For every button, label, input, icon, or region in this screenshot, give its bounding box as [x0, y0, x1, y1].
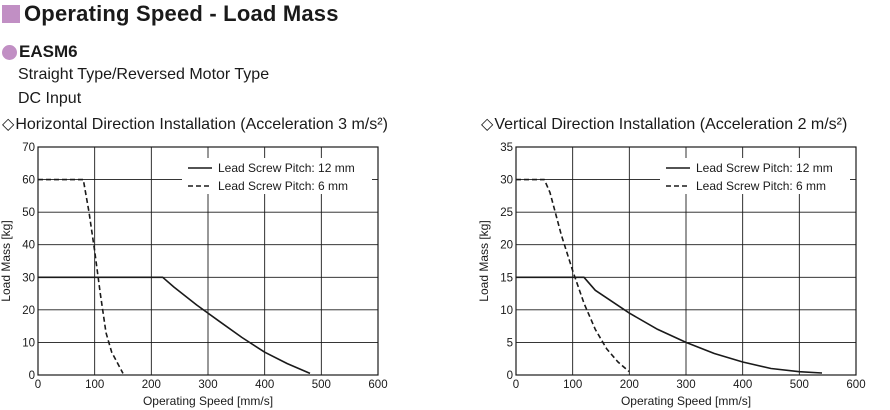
- chart-vertical: 0 100 200 300 400 500 600 0 5 10 15 20 25 30 35 Lead Sc…: [477, 142, 866, 408]
- y-tick-label: 30: [500, 175, 513, 187]
- legend-label: Lead Screw Pitch: 6 mm: [218, 179, 348, 193]
- y-axis-label: Load Mass [kg]: [0, 220, 13, 301]
- y-tick-label: 20: [22, 305, 35, 317]
- model-header: EASM6: [2, 42, 78, 62]
- y-tick-label: 30: [22, 272, 35, 284]
- series-line-pitch-6mm: [38, 178, 124, 374]
- chart-title-text: Vertical Direction Installation (Acceler…: [494, 116, 848, 133]
- y-tick-label: 50: [22, 207, 35, 219]
- title-square-icon: [2, 5, 20, 23]
- x-tick-label: 0: [35, 379, 41, 391]
- x-tick-label: 500: [790, 379, 809, 391]
- legend-background: [660, 158, 850, 194]
- x-tick-label: 100: [563, 379, 582, 391]
- y-tick-label: 70: [22, 142, 35, 154]
- x-axis-label: Operating Speed [mm/s]: [143, 394, 273, 408]
- chart-title-horizontal: ◇Horizontal Direction Installation (Acce…: [2, 114, 388, 134]
- diamond-icon: ◇: [2, 116, 15, 133]
- chart-title-text: Horizontal Direction Installation (Accel…: [15, 116, 388, 133]
- y-tick-label: 10: [500, 305, 513, 317]
- y-tick-label: 0: [29, 370, 35, 382]
- diamond-icon: ◇: [481, 116, 494, 133]
- x-tick-label: 300: [198, 379, 217, 391]
- series-line-pitch-6mm: [516, 178, 630, 373]
- series-line-pitch-12mm: [516, 276, 823, 374]
- x-tick-label: 500: [312, 379, 331, 391]
- input-type-text: DC Input: [18, 90, 82, 107]
- y-tick-label: 10: [22, 337, 35, 349]
- y-tick-label: 20: [500, 240, 513, 252]
- legend-label: Lead Screw Pitch: 12 mm: [696, 161, 833, 175]
- y-tick-label: 40: [22, 240, 35, 252]
- model-name: EASM6: [19, 42, 78, 61]
- plot-frame: [515, 146, 857, 376]
- x-tick-label: 200: [620, 379, 639, 391]
- y-tick-label: 5: [507, 337, 513, 349]
- y-tick-label: 60: [22, 175, 35, 187]
- x-tick-label: 100: [85, 379, 104, 391]
- x-tick-label: 400: [733, 379, 752, 391]
- x-tick-label: 600: [368, 379, 387, 391]
- x-tick-label: 600: [846, 379, 865, 391]
- y-axis-label: Load Mass [kg]: [477, 220, 491, 301]
- chart-title-vertical: ◇Vertical Direction Installation (Accele…: [481, 114, 847, 134]
- x-tick-label: 300: [676, 379, 695, 391]
- x-tick-label: 0: [513, 379, 519, 391]
- legend-background: [182, 158, 372, 194]
- y-tick-label: 35: [500, 142, 513, 154]
- chart-horizontal: 0 100 200 300 400 500 600 0 10 20 30 40 50 60 70 Lead S…: [0, 142, 388, 408]
- x-tick-label: 400: [255, 379, 274, 391]
- y-tick-label: 25: [500, 207, 513, 219]
- section-header: Operating Speed - Load Mass: [2, 0, 339, 28]
- x-axis-label: Operating Speed [mm/s]: [621, 394, 751, 408]
- x-tick-label: 200: [142, 379, 161, 391]
- y-tick-label: 0: [507, 370, 513, 382]
- model-bullet-icon: [2, 44, 17, 60]
- legend-label: Lead Screw Pitch: 12 mm: [218, 161, 355, 175]
- y-tick-label: 15: [500, 272, 513, 284]
- plot-frame: [37, 146, 379, 376]
- legend-label: Lead Screw Pitch: 6 mm: [696, 179, 826, 193]
- motor-type-text: Straight Type/Reversed Motor Type: [18, 66, 270, 83]
- series-line-pitch-12mm: [38, 276, 311, 375]
- page-title: Operating Speed - Load Mass: [24, 1, 339, 26]
